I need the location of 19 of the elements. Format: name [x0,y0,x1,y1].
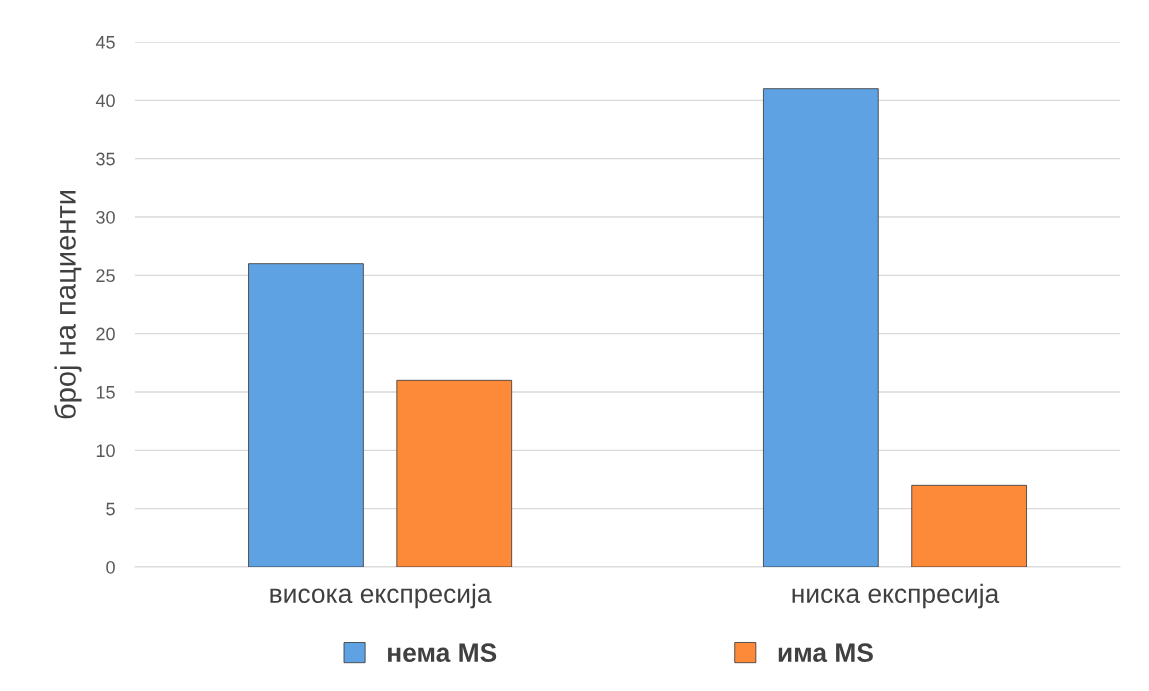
legend-label: има MS [778,643,873,663]
bar [248,263,364,567]
y-tick-label: 35 [96,152,115,166]
y-tick-label: 25 [96,269,115,283]
legend-label: нема MS [388,643,497,663]
y-tick-label: 15 [96,386,115,399]
y-tick-label: 40 [95,94,115,108]
x-tick-label: висока експресија [270,583,492,609]
bar [911,484,1027,567]
y-tick-label: 5 [106,502,115,516]
bar [396,379,513,567]
y-tick-label: 10 [96,444,115,458]
y-tick-label: 20 [96,327,115,341]
y-tick-label: 0 [106,560,115,574]
y-tick-label: 30 [96,210,115,224]
y-axis-title: број на пациенти [54,190,82,419]
bar [763,88,879,567]
x-tick-label: ниска експресија [792,583,1000,609]
y-tick-label: 45 [95,36,115,49]
